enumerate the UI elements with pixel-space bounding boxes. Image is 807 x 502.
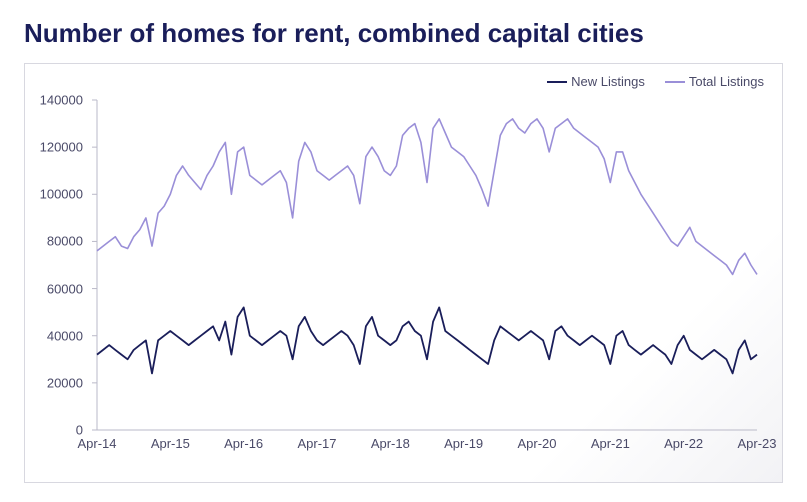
legend-swatch bbox=[547, 81, 567, 83]
x-tick-label: Apr-17 bbox=[297, 436, 336, 451]
series-line bbox=[97, 307, 757, 373]
plot-svg bbox=[97, 100, 757, 430]
y-axis-labels: 020000400006000080000100000120000140000 bbox=[25, 100, 91, 430]
chart-frame: New Listings Total Listings 020000400006… bbox=[24, 63, 783, 483]
x-tick-label: Apr-20 bbox=[517, 436, 556, 451]
x-tick-label: Apr-22 bbox=[664, 436, 703, 451]
y-tick-label: 40000 bbox=[47, 328, 83, 343]
y-tick-label: 60000 bbox=[47, 281, 83, 296]
x-tick-label: Apr-15 bbox=[151, 436, 190, 451]
x-tick-label: Apr-23 bbox=[737, 436, 776, 451]
legend-label: Total Listings bbox=[689, 74, 764, 89]
y-tick-label: 140000 bbox=[40, 93, 83, 108]
legend-item-new-listings: New Listings bbox=[547, 74, 645, 89]
series-line bbox=[97, 119, 757, 275]
y-tick-label: 80000 bbox=[47, 234, 83, 249]
x-tick-label: Apr-21 bbox=[591, 436, 630, 451]
legend-label: New Listings bbox=[571, 74, 645, 89]
chart-title: Number of homes for rent, combined capit… bbox=[24, 18, 783, 49]
y-tick-label: 20000 bbox=[47, 375, 83, 390]
x-axis-labels: Apr-14Apr-15Apr-16Apr-17Apr-18Apr-19Apr-… bbox=[97, 436, 757, 456]
legend-item-total-listings: Total Listings bbox=[665, 74, 764, 89]
plot-area bbox=[97, 100, 757, 430]
y-tick-label: 120000 bbox=[40, 140, 83, 155]
legend-swatch bbox=[665, 81, 685, 83]
x-tick-label: Apr-16 bbox=[224, 436, 263, 451]
x-tick-label: Apr-14 bbox=[77, 436, 116, 451]
legend: New Listings Total Listings bbox=[547, 74, 764, 89]
x-tick-label: Apr-19 bbox=[444, 436, 483, 451]
y-tick-label: 100000 bbox=[40, 187, 83, 202]
x-tick-label: Apr-18 bbox=[371, 436, 410, 451]
